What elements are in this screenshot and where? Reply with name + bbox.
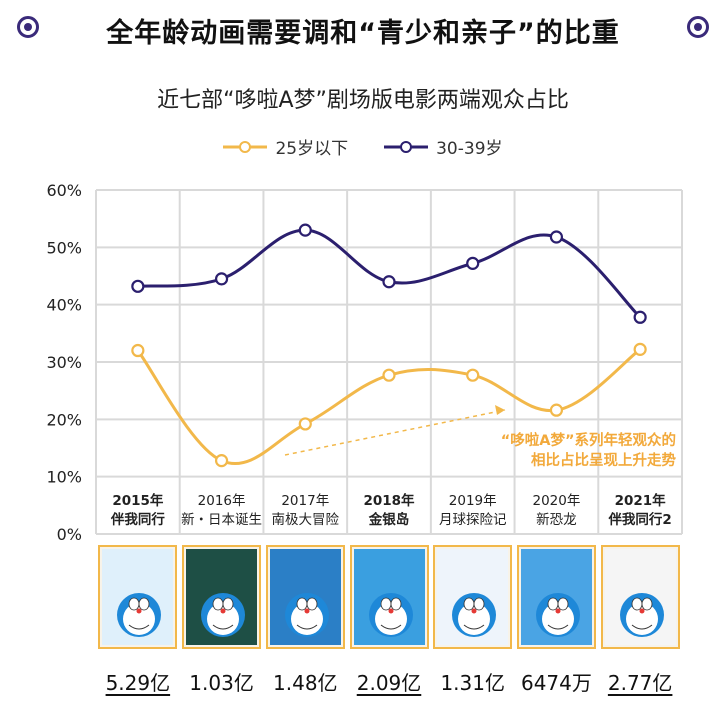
legend-item-under25: 25岁以下 [223,134,348,159]
doraemon-icon [619,593,664,637]
banner-title: 全年龄动画需要调和“青少和亲子”的比重 [106,17,620,49]
x-tick-year: 2021年 [615,492,667,509]
y-tick-label: 20% [46,410,82,429]
legend-marker-under25 [223,140,268,153]
trend-annotation: “哆啦A梦”系列年轻观众的 [501,431,676,449]
poster-2021 [600,545,680,649]
box-office-label: 1.03亿 [177,667,267,696]
data-point [298,223,312,237]
legend: 25岁以下 30-39岁 [0,134,726,159]
x-tick-title: 月球探险记 [439,512,507,528]
trend-arrow-head [495,405,505,415]
data-point [549,230,564,244]
x-tick-year: 2017年 [281,493,329,509]
poster-image [437,549,509,645]
x-tick-year: 2016年 [198,493,246,509]
trend-annotation: 相比占比呈现上升走势 [531,451,676,469]
data-point [633,310,647,324]
x-tick-year: 2019年 [449,493,497,509]
doraemon-icon [368,593,413,637]
data-point [466,368,480,382]
y-tick-label: 40% [46,296,82,315]
y-tick-label: 10% [46,468,82,487]
box-office-label: 1.31亿 [428,667,518,696]
x-tick-title: 南极大冒险 [272,512,340,528]
y-tick-label: 60% [46,181,82,200]
y-tick-label: 50% [46,238,82,257]
data-point [633,342,647,356]
poster-image [353,549,425,645]
legend-marker-30-39 [384,140,429,153]
banner: 全年龄动画需要调和“青少和亲子”的比重 [0,0,726,64]
poster-2020 [516,545,596,649]
x-tick-title: 新・日本诞生 [181,512,262,528]
box-office-value: 2.77亿 [607,671,673,695]
box-office-label: 6474万 [511,667,601,696]
x-tick-title: 新恐龙 [536,512,577,528]
x-tick-year: 2018年 [363,492,415,509]
poster-2017 [265,545,345,649]
data-point [382,368,396,382]
doraemon-icon [284,593,329,637]
data-point [214,272,229,286]
x-tick-title: 伴我同行 [110,511,165,528]
box-office-value: 1.31亿 [440,671,505,695]
data-point [298,417,312,431]
legend-item-30-39: 30-39岁 [384,134,503,159]
box-office-value: 5.29亿 [105,671,171,695]
poster-image [604,549,676,645]
data-point [131,279,145,293]
box-office-value: 2.09亿 [356,671,422,695]
legend-label-under25: 25岁以下 [275,139,349,159]
poster-2015 [98,545,178,649]
poster-2019 [433,545,513,649]
data-point [466,256,480,270]
data-point [549,403,564,417]
y-tick-label: 30% [46,353,82,372]
legend-label-30-39: 30-39岁 [436,139,503,159]
circle-target-icon [687,16,709,38]
poster-2016 [182,545,262,649]
x-tick-year: 2020年 [532,493,580,509]
doraemon-icon [452,593,497,637]
doraemon-icon [201,593,246,637]
data-point [382,275,396,289]
circle-target-icon [17,16,39,38]
x-tick-year: 2015年 [112,492,164,509]
doraemon-icon [535,593,580,637]
x-tick-title: 伴我同行2 [607,511,671,528]
chart-title: 近七部“哆啦A梦”剧场版电影两端观众占比 [157,88,569,113]
data-point [131,343,145,358]
box-office-label: 2.77亿 [595,667,685,696]
poster-image [520,549,592,645]
poster-image [186,549,258,645]
y-tick-label: 0% [57,525,82,544]
trend-arrow [284,409,506,456]
box-office-value: 1.03亿 [189,671,254,695]
poster-row: 5.29亿 1.03亿 1.48亿 2.09亿 1.31亿 6474万 2.77亿 [0,545,726,695]
poster-image [102,549,174,645]
data-point [214,454,229,468]
x-tick-title: 金银岛 [368,511,410,528]
poster-image [269,549,341,645]
doraemon-icon [117,593,162,637]
box-office-value: 6474万 [520,671,592,695]
box-office-label: 5.29亿 [93,667,183,696]
box-office-value: 1.48亿 [273,671,338,695]
box-office-label: 2.09亿 [344,667,434,696]
box-office-label: 1.48亿 [260,667,350,696]
poster-2018 [349,545,429,649]
